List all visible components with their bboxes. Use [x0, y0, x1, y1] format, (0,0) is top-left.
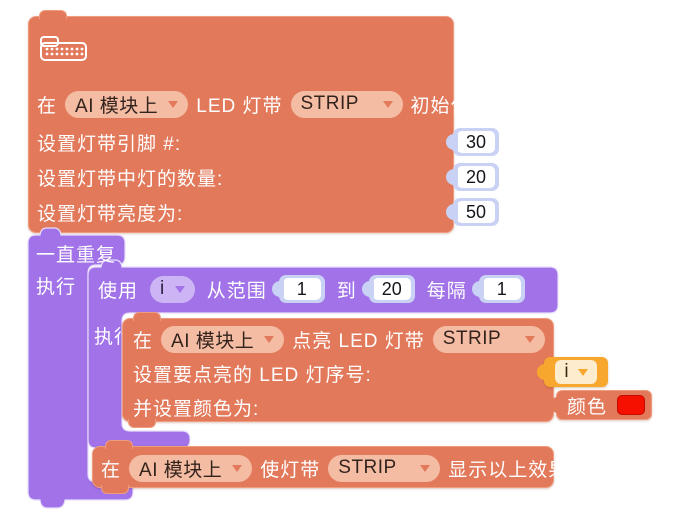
- color-swatch[interactable]: [617, 395, 646, 415]
- block-strip-show[interactable]: 在 AI 模块上 使灯带 STRIP 显示以上效果: [92, 440, 567, 494]
- dropdown-module[interactable]: AI 模块上: [129, 454, 253, 482]
- label-at: 在: [133, 330, 154, 352]
- value-slot-brightness[interactable]: 50: [453, 198, 499, 226]
- label-brightness: 设置灯带亮度为:: [37, 203, 184, 225]
- light-header-row: 在 AI 模块上 点亮 LED 灯带 STRIP: [133, 324, 545, 354]
- next-connector: [101, 485, 129, 494]
- dropdown-strip[interactable]: STRIP: [328, 454, 441, 482]
- label-set-color: 并设置颜色为:: [133, 398, 260, 420]
- chevron-down-icon: [524, 335, 535, 343]
- dropdown-strip[interactable]: STRIP: [290, 90, 403, 118]
- chevron-down-icon: [420, 464, 431, 472]
- dropdown-module-value: AI 模块上: [139, 459, 223, 481]
- dropdown-strip[interactable]: STRIP: [432, 325, 545, 353]
- block-variable-i[interactable]: i: [544, 357, 608, 387]
- previous-connector: [133, 312, 161, 321]
- value-slot-pin[interactable]: 30: [453, 128, 499, 156]
- label-show-effect: 显示以上效果: [448, 459, 569, 481]
- label-use: 使用: [98, 280, 139, 302]
- count-value[interactable]: 20: [457, 166, 495, 188]
- label-led-strip: LED 灯带: [196, 95, 283, 117]
- value-slot-step[interactable]: 1: [478, 275, 525, 303]
- label-step: 每隔: [426, 280, 467, 302]
- dropdown-strip-value: STRIP: [338, 457, 397, 478]
- color-label: 颜色: [567, 396, 608, 418]
- led-strip-icon: [40, 36, 87, 61]
- value-slot-from[interactable]: 1: [278, 275, 325, 303]
- dropdown-module-value: AI 模块上: [171, 330, 255, 352]
- label-initialize: 初始化: [410, 95, 471, 117]
- previous-connector: [105, 440, 133, 449]
- dropdown-strip-value: STRIP: [300, 93, 359, 114]
- label-at: 在: [101, 459, 122, 481]
- chevron-down-icon: [174, 285, 185, 293]
- dropdown-module[interactable]: AI 模块上: [65, 90, 189, 118]
- repeat-forever-label[interactable]: 一直重复: [36, 245, 117, 266]
- loop-variable-value: i: [160, 278, 165, 299]
- init-pin-row: 设置灯带引脚 #:: [37, 127, 181, 157]
- brightness-value[interactable]: 50: [457, 201, 495, 223]
- init-count-row: 设置灯带中灯的数量:: [37, 162, 223, 192]
- chevron-down-icon: [382, 100, 393, 108]
- to-value[interactable]: 20: [372, 278, 411, 300]
- pin-value[interactable]: 30: [457, 131, 495, 153]
- repeat-do-label: 执行: [36, 277, 77, 298]
- show-header-row: 在 AI 模块上 使灯带 STRIP 显示以上效果: [101, 453, 568, 483]
- label-light-led-strip: 点亮 LED 灯带: [292, 330, 425, 352]
- dropdown-loop-variable[interactable]: i: [150, 275, 195, 303]
- label-led-index: 设置要点亮的 LED 灯序号:: [133, 364, 372, 386]
- variable-i-value: i: [564, 361, 569, 382]
- chevron-down-icon: [232, 464, 243, 472]
- chevron-down-icon: [168, 100, 179, 108]
- dropdown-module-value: AI 模块上: [75, 95, 159, 117]
- next-connector: [128, 419, 156, 428]
- block-led-strip-init[interactable]: 在 AI 模块上 LED 灯带 STRIP 初始化 设置灯带引脚 #: 30 设…: [28, 10, 499, 233]
- label-pin: 设置灯带引脚 #:: [37, 133, 182, 155]
- label-to: 到: [336, 280, 357, 302]
- step-value[interactable]: 1: [482, 278, 521, 300]
- label-from-range: 从范围: [206, 280, 267, 302]
- value-slot-to[interactable]: 20: [368, 275, 415, 303]
- block-light-led[interactable]: 在 AI 模块上 点亮 LED 灯带 STRIP 设置要点亮的 LED 灯序号:…: [122, 312, 554, 428]
- for-loop-header[interactable]: 使用 i 从范围 1 到 20 每隔 1: [88, 266, 558, 312]
- init-brightness-row: 设置灯带亮度为:: [37, 197, 183, 227]
- block-color[interactable]: 颜色: [556, 390, 652, 420]
- chevron-down-icon: [264, 335, 275, 343]
- from-value[interactable]: 1: [282, 278, 321, 300]
- dropdown-strip-value: STRIP: [442, 328, 502, 349]
- label-at: 在: [37, 95, 58, 117]
- previous-connector: [39, 10, 67, 19]
- label-make-strip: 使灯带: [260, 459, 321, 481]
- value-slot-count[interactable]: 20: [453, 163, 499, 191]
- dropdown-module[interactable]: AI 模块上: [161, 325, 285, 353]
- init-header-row: 在 AI 模块上 LED 灯带 STRIP 初始化: [37, 89, 471, 119]
- light-index-row: 设置要点亮的 LED 灯序号:: [133, 358, 372, 388]
- label-led-count: 设置灯带中灯的数量:: [37, 168, 224, 190]
- light-color-row: 并设置颜色为:: [133, 392, 259, 422]
- chevron-down-icon: [577, 368, 588, 376]
